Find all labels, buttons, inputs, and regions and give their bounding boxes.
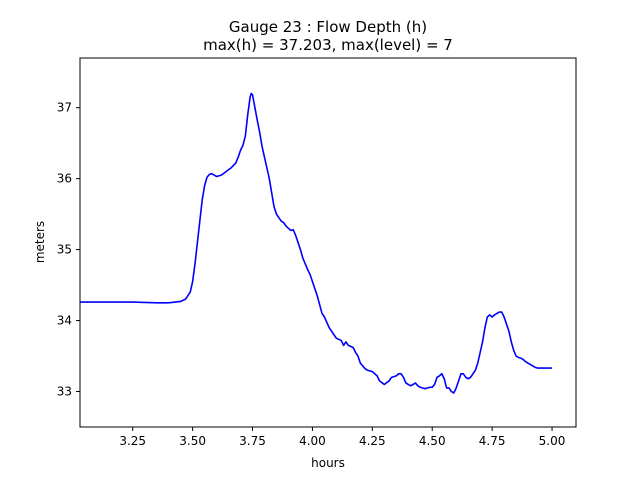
chart-title-line2: max(h) = 37.203, max(level) = 7 <box>203 36 453 54</box>
y-tick-label: 34 <box>57 314 72 328</box>
y-tick-label: 37 <box>57 101 72 115</box>
y-axis-label: meters <box>33 221 47 263</box>
x-axis-label: hours <box>311 456 345 470</box>
x-axis-ticks: 3.25 3.50 3.75 4.00 4.25 4.50 4.75 5.00 <box>119 427 565 448</box>
series-line-0 <box>80 92 553 394</box>
plot-area <box>80 92 553 394</box>
x-tick-label: 4.25 <box>359 434 386 448</box>
x-tick-label: 4.00 <box>299 434 326 448</box>
x-tick-label: 3.50 <box>179 434 206 448</box>
x-tick-label: 4.75 <box>479 434 506 448</box>
x-tick-label: 5.00 <box>539 434 566 448</box>
chart-title-line1: Gauge 23 : Flow Depth (h) <box>229 18 427 36</box>
y-tick-label: 33 <box>57 385 72 399</box>
y-tick-label: 35 <box>57 243 72 257</box>
x-tick-label: 3.75 <box>239 434 266 448</box>
y-axis-ticks: 33 34 35 36 37 <box>57 101 80 399</box>
axes-frame <box>79 57 577 428</box>
x-tick-label: 4.50 <box>419 434 446 448</box>
y-tick-label: 36 <box>57 172 72 186</box>
x-tick-label: 3.25 <box>119 434 146 448</box>
